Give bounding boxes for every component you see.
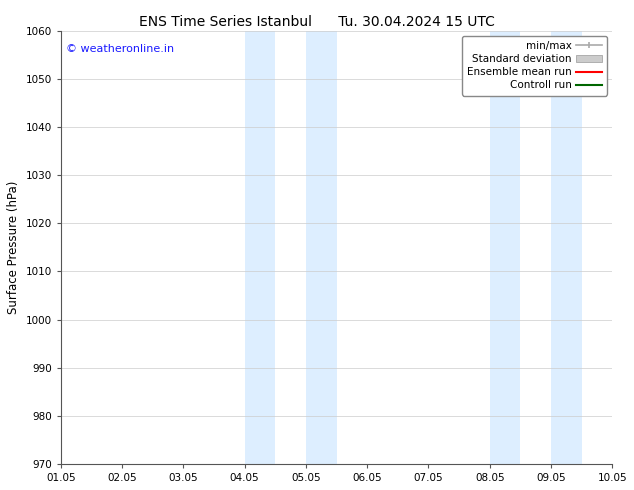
Bar [551, 30, 581, 464]
Y-axis label: Surface Pressure (hPa): Surface Pressure (hPa) [7, 181, 20, 314]
Bar [245, 30, 275, 464]
Text: ENS Time Series Istanbul      Tu. 30.04.2024 15 UTC: ENS Time Series Istanbul Tu. 30.04.2024 … [139, 15, 495, 29]
Bar [489, 30, 521, 464]
Legend: min/max, Standard deviation, Ensemble mean run, Controll run: min/max, Standard deviation, Ensemble me… [462, 36, 607, 96]
Text: © weatheronline.in: © weatheronline.in [67, 44, 174, 53]
Bar [306, 30, 337, 464]
